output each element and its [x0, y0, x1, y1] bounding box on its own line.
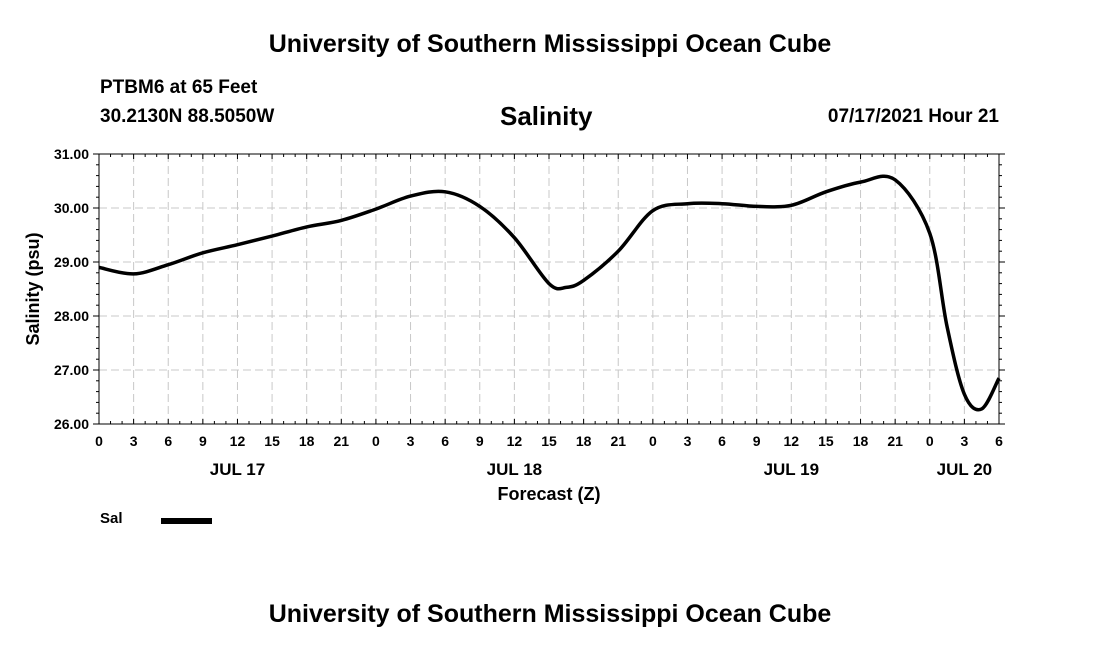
- y-tick-label: 29.00: [54, 254, 89, 270]
- x-tick-label: 0: [926, 433, 934, 449]
- x-tick-label: 9: [753, 433, 761, 449]
- x-tick-label: 9: [199, 433, 207, 449]
- x-tick-label: 15: [818, 433, 834, 449]
- x-day-label: JUL 17: [210, 460, 265, 479]
- chart-title-bottom: University of Southern Mississippi Ocean…: [268, 600, 832, 628]
- x-tick-label: 9: [476, 433, 484, 449]
- x-tick-label: 3: [407, 433, 415, 449]
- y-tick-label: 31.00: [54, 146, 89, 162]
- x-tick-label: 21: [334, 433, 350, 449]
- y-tick-label: 26.00: [54, 416, 89, 432]
- x-tick-label: 18: [853, 433, 869, 449]
- x-tick-label: 21: [887, 433, 903, 449]
- station-coordinates: 30.2130N 88.5050W: [100, 106, 275, 127]
- x-tick-label: 15: [264, 433, 280, 449]
- x-tick-label: 12: [230, 433, 246, 449]
- forecast-datetime: 07/17/2021 Hour 21: [827, 106, 999, 127]
- x-axis-label: Forecast (Z): [497, 484, 600, 504]
- legend-label: Sal: [100, 510, 123, 527]
- x-tick-label: 0: [649, 433, 657, 449]
- x-tick-label: 6: [164, 433, 172, 449]
- x-tick-label: 3: [960, 433, 968, 449]
- axis-layer: 0 3 6 9 12 15 18 21 0 3 6 9 12 15 18 21 0 3 6 9 12 15 18 21 0 3 6 2…: [54, 146, 1005, 479]
- x-tick-label: 15: [541, 433, 557, 449]
- x-tick-label: 6: [441, 433, 449, 449]
- x-tick-label: 18: [299, 433, 315, 449]
- y-tick-label: 27.00: [54, 362, 89, 378]
- x-tick-label: 12: [507, 433, 523, 449]
- x-tick-label: 0: [95, 433, 103, 449]
- y-axis-label: Salinity (psu): [23, 232, 43, 345]
- x-tick-label: 3: [130, 433, 138, 449]
- parameter-title: Salinity: [500, 101, 593, 131]
- x-tick-label: 6: [718, 433, 726, 449]
- x-tick-label: 6: [995, 433, 1003, 449]
- x-day-label: JUL 20: [937, 460, 992, 479]
- x-tick-label: 3: [684, 433, 692, 449]
- x-tick-label: 21: [610, 433, 626, 449]
- y-tick-label: 28.00: [54, 308, 89, 324]
- chart-title-top: University of Southern Mississippi Ocean…: [268, 30, 832, 58]
- x-tick-label: 12: [784, 433, 800, 449]
- grid-layer: [99, 154, 999, 424]
- y-tick-label: 30.00: [54, 200, 89, 216]
- legend-line-swatch: [161, 518, 212, 524]
- x-tick-label: 0: [372, 433, 380, 449]
- station-label: PTBM6 at 65 Feet: [100, 77, 258, 98]
- x-tick-label: 18: [576, 433, 592, 449]
- x-day-label: JUL 18: [487, 460, 542, 479]
- x-day-label: JUL 19: [764, 460, 819, 479]
